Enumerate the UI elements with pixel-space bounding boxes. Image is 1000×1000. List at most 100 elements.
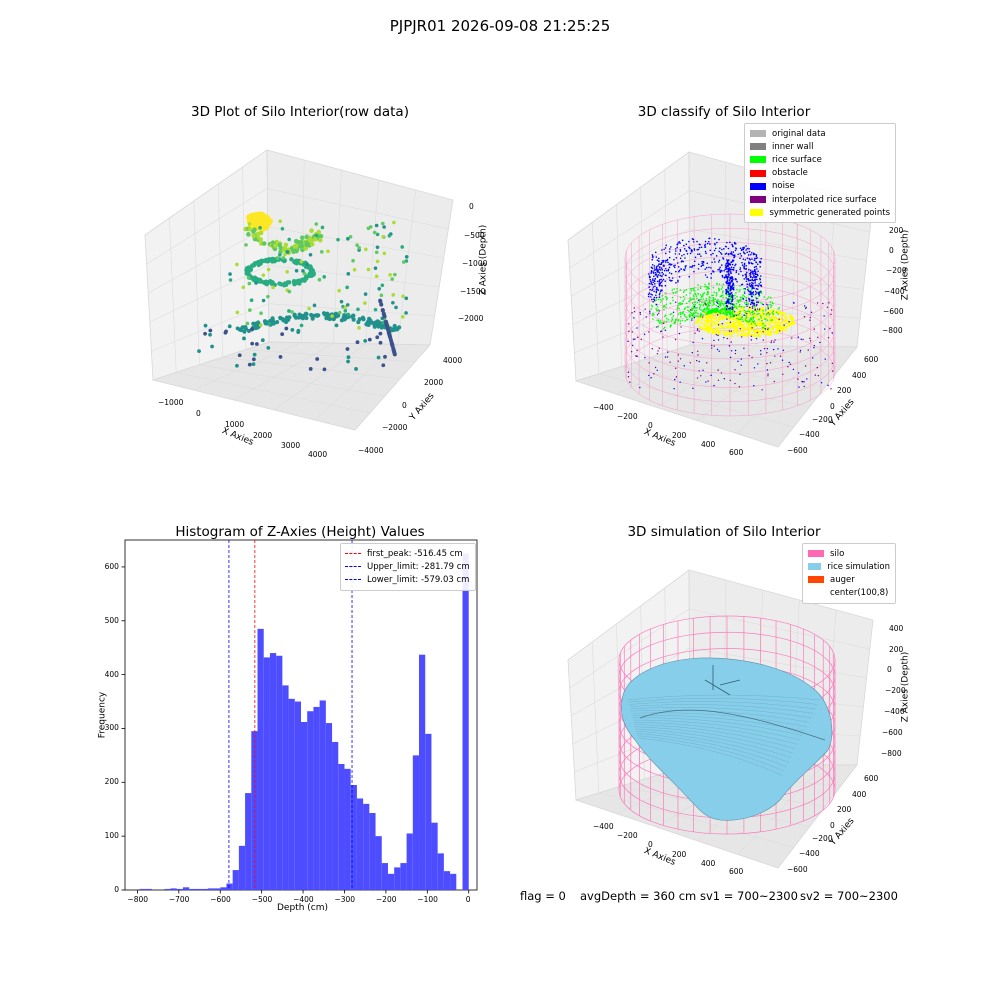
p4-zlabel: Z Axies (Depth) (900, 651, 911, 723)
histogram-ytick-label-2: 200 (104, 777, 119, 787)
histogram-bars (139, 553, 469, 890)
histogram-xtick-label-1: −700 (168, 895, 190, 904)
histogram-bar-43 (406, 833, 413, 890)
histogram-bar-7 (182, 887, 190, 890)
legend-label-lower: Lower_limit: -579.03 cm (367, 574, 470, 585)
histogram-bar-18 (251, 731, 258, 890)
histogram-bar-36 (363, 803, 370, 890)
histogram-bar-0 (139, 888, 146, 890)
legend-label-first-peak: first_peak: -516.45 cm (367, 548, 463, 559)
histogram-bar-34 (350, 785, 357, 890)
p4-ytick-1: −400 (799, 849, 820, 858)
figure-suptitle: PJPJR01 2026-09-08 21:25:25 (389, 17, 611, 35)
legend-label-obstacle: obstacle (772, 168, 808, 179)
legend-label-auger: auger (830, 574, 855, 585)
p4-ztick-1: 200 (889, 645, 904, 654)
p2-ztick-2: −200 (886, 266, 907, 275)
legend-label-symmetric: symmetric generated points (769, 207, 890, 218)
legend-swatch-symmetric (750, 209, 764, 217)
p1-xtick-3: 2000 (253, 431, 273, 440)
legend-label-inner-wall: inner wall (772, 141, 814, 152)
p4-ytick-6: 600 (864, 774, 879, 783)
legend-swatch-center (808, 589, 824, 597)
status-avg-depth: avgDepth = 360 cm (580, 889, 697, 903)
p1-ytick-1: −2000 (382, 423, 408, 432)
p1-xtick-5: 4000 (308, 450, 328, 459)
histogram-bar-22 (276, 655, 283, 890)
p2-xtick-1: −200 (617, 412, 638, 421)
histogram-bar-49 (443, 871, 451, 890)
p2-ytick-2: −200 (812, 415, 833, 424)
p4-ztick-4: −400 (884, 707, 905, 716)
p2-ytick-1: −400 (799, 430, 820, 439)
histogram-legend: first_peak: -516.45 cm Upper_limit: -281… (340, 543, 476, 591)
histogram-bar-27 (307, 711, 314, 890)
histogram-bar-20 (263, 657, 270, 890)
p4-ytick-4: 200 (837, 805, 852, 814)
p1-ztick-3: −1500 (460, 287, 486, 296)
legend-label-rice-surface: rice surface (772, 154, 822, 165)
histogram-bar-38 (375, 836, 382, 890)
p4-ytick-3: 0 (830, 821, 835, 830)
p2-xtick-4: 400 (701, 440, 716, 449)
legend-swatch-noise (750, 182, 766, 190)
histogram-bar-37 (369, 813, 376, 890)
panel2-legend: original data inner wall rice surface ob… (744, 123, 896, 224)
histogram-bar-9 (195, 888, 202, 890)
histogram-ylabel: Frequency (97, 691, 108, 739)
histogram-bar-32 (338, 764, 345, 890)
p1-xtick-4: 3000 (281, 441, 301, 450)
p2-ztick-3: −400 (884, 287, 905, 296)
legend-label-interpolated: interpolated rice surface (772, 194, 877, 205)
status-sv1: sv1 = 700~2300 (700, 889, 798, 903)
p1-xtick-1: 0 (196, 409, 201, 418)
p1-ytick-2: 0 (402, 401, 407, 410)
histogram-bar-42 (400, 863, 407, 890)
panel3-title: Histogram of Z-Axies (Height) Values (175, 524, 425, 540)
legend-swatch-rice-surface (750, 156, 766, 164)
status-flag: flag = 0 (520, 889, 566, 903)
panel1-title: 3D Plot of Silo Interior(row data) (191, 104, 409, 120)
p4-xtick-3: 200 (672, 850, 687, 859)
p1-xtick-2: 1000 (225, 420, 245, 429)
histogram-bar-26 (301, 722, 308, 890)
histogram-bar-12 (214, 888, 221, 890)
p1-ztick-1: −500 (464, 231, 485, 240)
histogram-bar-10 (201, 888, 208, 890)
histogram-bar-8 (189, 888, 196, 890)
histogram-bar-15 (232, 870, 239, 890)
p2-ztick-0: 200 (889, 226, 904, 235)
histogram-bar-28 (313, 706, 320, 890)
histogram-ytick-label-4: 400 (104, 669, 119, 679)
p4-ytick-0: −600 (787, 865, 808, 874)
legend-label-upper: Upper_limit: -281.79 cm (367, 561, 470, 572)
histogram-bar-50 (450, 873, 457, 890)
histogram-bar-35 (356, 798, 364, 890)
histogram-bar-29 (319, 700, 326, 890)
histogram-bar-21 (269, 653, 277, 890)
legend-swatch-auger (808, 576, 824, 584)
histogram-bar-25 (294, 701, 301, 890)
histogram-bar-13 (220, 887, 227, 890)
legend-label-original: original data (772, 128, 826, 139)
panel4-title: 3D simulation of Silo Interior (627, 524, 821, 540)
histogram-bar-30 (325, 723, 333, 890)
histogram-bar-31 (332, 741, 339, 890)
legend-label-noise: noise (772, 181, 795, 192)
p1-ytick-0: −4000 (358, 446, 384, 455)
histogram-bar-6 (176, 888, 183, 890)
histogram-xtick-label-4: −400 (293, 895, 314, 904)
histogram-bar-39 (381, 863, 388, 890)
histogram-bar-51 (462, 553, 469, 890)
histogram-bar-33 (344, 768, 351, 890)
legend-line-lower (345, 579, 361, 581)
p2-ytick-3: 0 (830, 402, 835, 411)
histogram-ytick-label-3: 300 (104, 723, 119, 733)
p1-xtick-0: −1000 (158, 398, 184, 407)
histogram-bar-40 (387, 873, 395, 890)
histogram-bar-16 (238, 845, 246, 890)
p1-ztick-0: 0 (469, 202, 474, 211)
p2-xtick-2: 0 (648, 421, 653, 430)
histogram-bar-4 (164, 888, 171, 890)
histogram-xtick-label-5: −300 (334, 895, 356, 904)
